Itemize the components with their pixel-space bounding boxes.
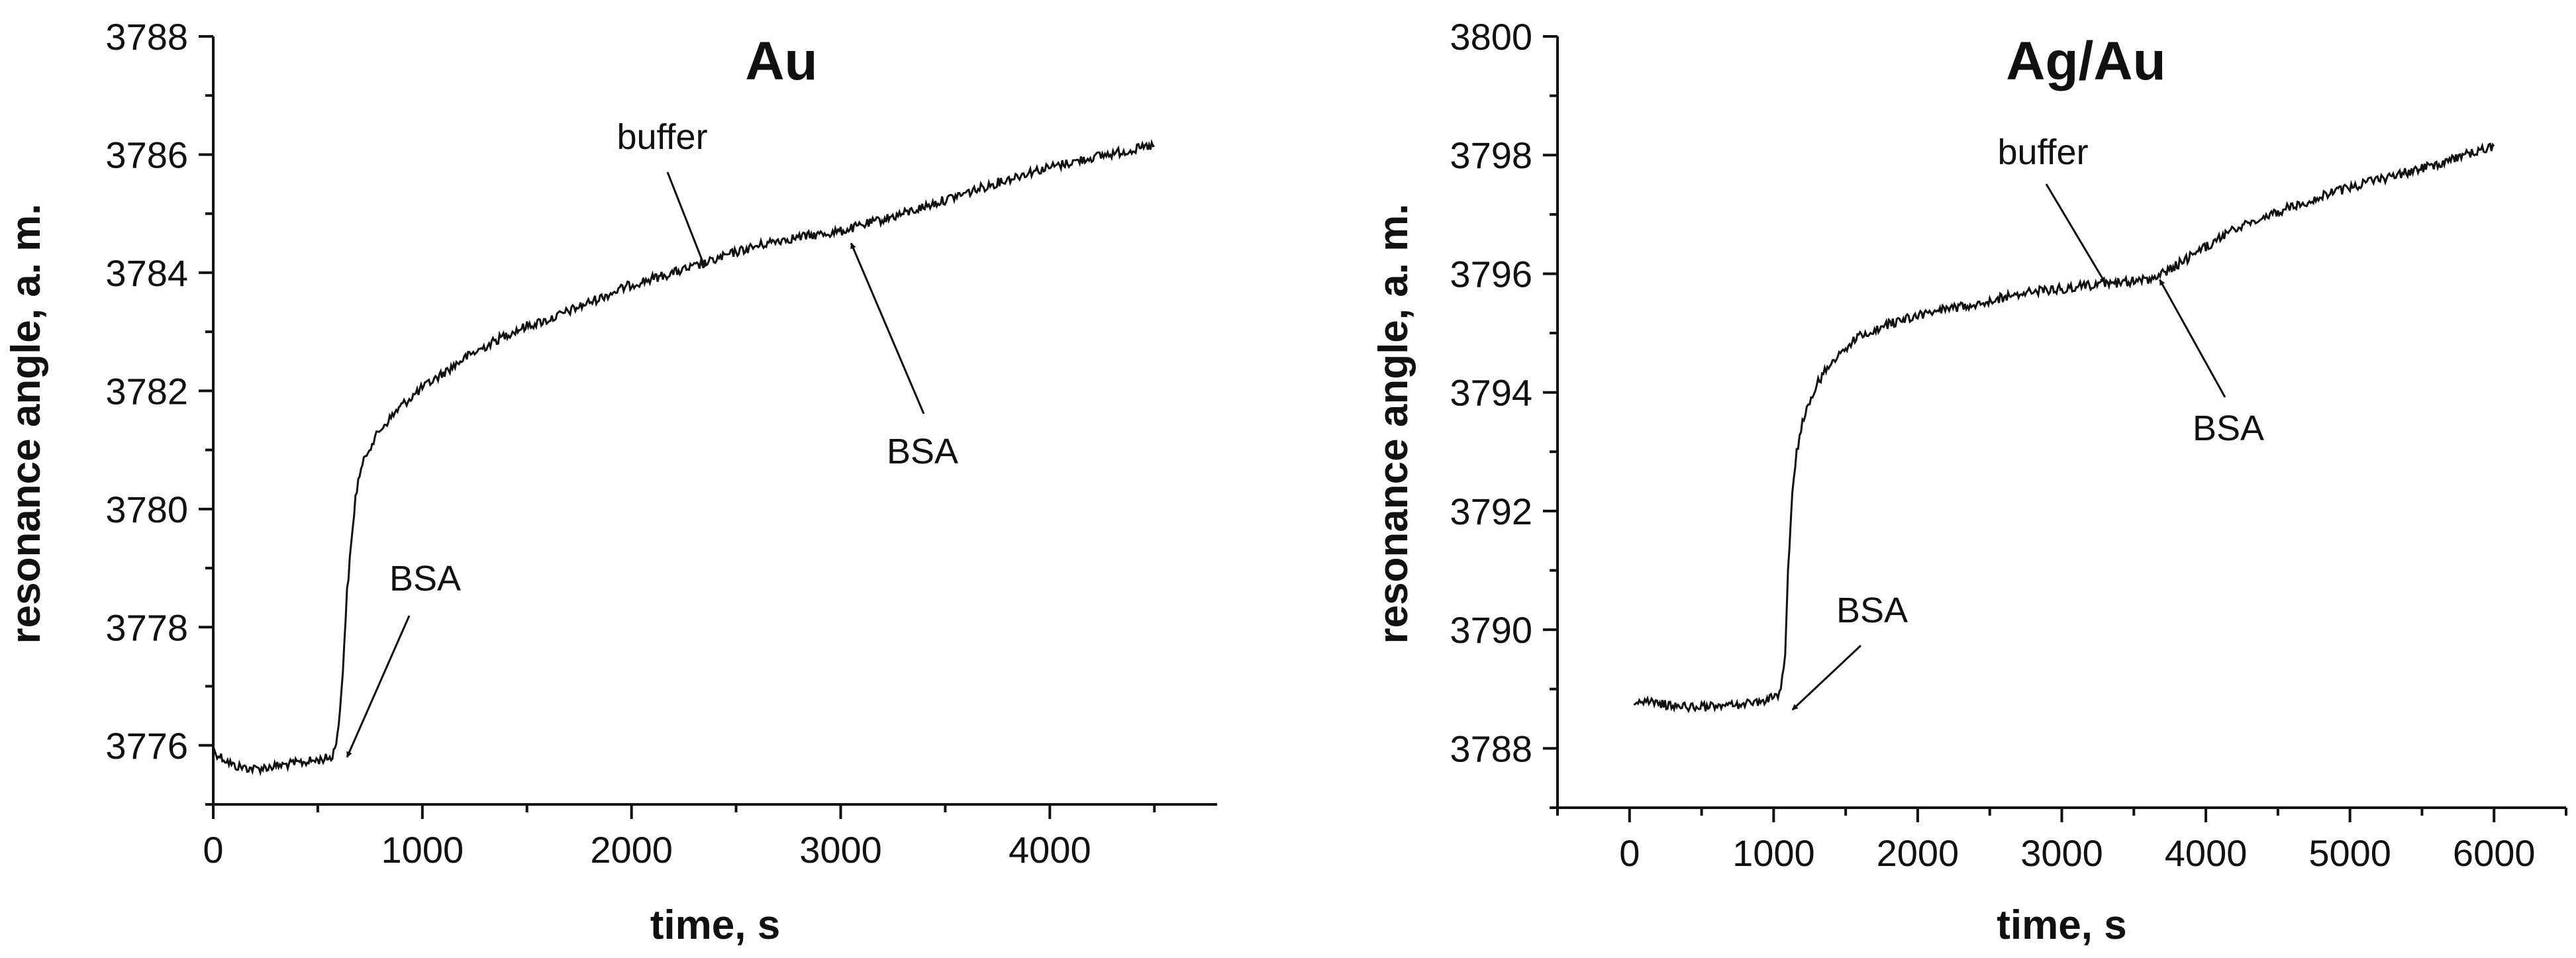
annotation: BSA: [346, 559, 461, 758]
y-tick-label: 3800: [1450, 16, 1532, 58]
x-tick-label: 5000: [2308, 832, 2391, 874]
panel-title: Au: [745, 31, 817, 91]
y-tick-label: 3778: [105, 606, 188, 648]
annotation-arrow: [346, 615, 411, 758]
y-tick-label: 3796: [1450, 253, 1532, 295]
annotation-arrow: [666, 171, 706, 267]
x-axis-label: time, s: [1997, 902, 2126, 948]
x-tick-label: 0: [1619, 832, 1640, 874]
x-tick-label: 4000: [2165, 832, 2248, 874]
x-axis-label: time, s: [650, 902, 780, 948]
y-axis-label: resonance angle, a. m.: [3, 203, 49, 644]
x-tick-label: 4000: [1009, 829, 1091, 871]
y-tick-label: 3782: [105, 370, 188, 412]
annotation-label: BSA: [887, 432, 958, 471]
x-tick-label: 3000: [2020, 832, 2103, 874]
y-tick-label: 3784: [105, 252, 188, 294]
annotation: buffer: [617, 117, 708, 267]
annotation-label: buffer: [617, 117, 707, 157]
y-tick-label: 3798: [1450, 134, 1532, 176]
series-line: [1633, 142, 2495, 714]
x-tick-label: 1000: [1732, 832, 1815, 874]
y-tick-label: 3776: [105, 725, 188, 767]
annotation-arrow: [850, 242, 925, 414]
annotation: BSA: [850, 242, 958, 471]
series-line: [212, 138, 1155, 777]
panel-title: Ag/Au: [2006, 31, 2165, 91]
y-tick-label: 3792: [1450, 491, 1532, 532]
y-tick-label: 3786: [105, 134, 188, 175]
y-tick-label: 3794: [1450, 372, 1532, 414]
annotation-arrow: [1791, 644, 1862, 711]
y-tick-label: 3780: [105, 489, 188, 530]
panel-1: 3776 3778 3780 3782 3784 3786 3788 0 1000 2000 300…: [3, 16, 1217, 948]
y-tick-label: 3790: [1450, 609, 1532, 651]
annotation-label: BSA: [389, 559, 461, 599]
x-tick-label: 1000: [381, 829, 464, 871]
annotation: buffer: [1997, 132, 2106, 283]
annotation-arrow: [2159, 279, 2226, 398]
annotation-label: BSA: [1836, 591, 1908, 630]
annotation-label: buffer: [1997, 132, 2088, 172]
x-tick-label: 3000: [799, 829, 882, 871]
annotation-label: BSA: [2193, 408, 2264, 448]
y-tick-label: 3788: [105, 16, 188, 58]
x-tick-label: 6000: [2453, 832, 2536, 874]
annotation-arrow: [2045, 183, 2106, 283]
x-tick-label: 0: [203, 829, 223, 871]
panel-2: 3788 3790 3792 3794 3796 3798 3800 0 1000 2000 300…: [1371, 16, 2567, 948]
annotation: BSA: [1791, 591, 1908, 711]
y-tick-label: 3788: [1450, 728, 1532, 769]
x-tick-label: 2000: [1877, 832, 1959, 874]
y-axis-label: resonance angle, a. m.: [1371, 203, 1416, 644]
annotation: BSA: [2159, 279, 2264, 448]
x-tick-label: 2000: [590, 829, 673, 871]
